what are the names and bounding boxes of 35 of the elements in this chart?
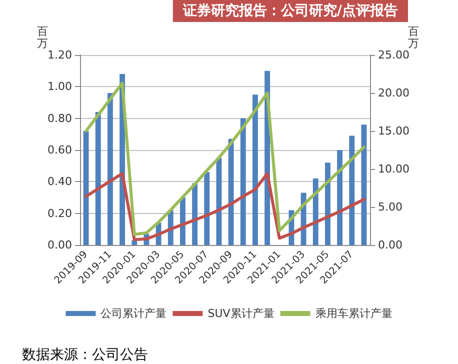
y2-tick-label: 20.00 xyxy=(378,86,410,100)
bar xyxy=(228,138,234,245)
bar xyxy=(240,118,246,245)
bar xyxy=(216,158,222,245)
legend-label: SUV累计产量 xyxy=(208,307,274,320)
y2-tick-label: 0.00 xyxy=(378,238,402,252)
bar xyxy=(361,124,367,245)
bar xyxy=(192,183,198,245)
y2-tick-label: 5.00 xyxy=(378,200,402,214)
source-note: 数据来源：公司公告 xyxy=(22,347,148,363)
chart-title: 证券研究报告：公司研究/点评报告 xyxy=(182,2,398,19)
bar xyxy=(83,131,89,245)
bar xyxy=(95,112,101,245)
y2-tick-label: 25.00 xyxy=(378,48,410,62)
bar xyxy=(324,162,330,245)
y-tick-label: 0.80 xyxy=(48,112,72,125)
y-tick-label: 0.00 xyxy=(48,238,72,252)
y2-tick-label: 10.00 xyxy=(378,162,410,176)
bar xyxy=(337,150,343,245)
legend-label: 乘用车累计产量 xyxy=(315,307,392,320)
y-axis-title: 百万 xyxy=(37,25,48,50)
y-tick-label: 0.40 xyxy=(48,175,72,188)
y-tick-label: 0.60 xyxy=(48,144,72,156)
line-series xyxy=(84,172,366,242)
y2-tick-label: 15.00 xyxy=(378,124,410,138)
bar xyxy=(204,172,210,245)
line-series xyxy=(84,82,366,236)
y-tick-label: 0.20 xyxy=(48,206,72,220)
bar xyxy=(349,136,355,245)
bar xyxy=(107,93,113,245)
y2-axis-title: 百万 xyxy=(408,25,419,50)
bar xyxy=(252,94,258,245)
legend-label: 公司累计产量 xyxy=(100,307,167,320)
y-tick-label: 1.00 xyxy=(48,80,72,94)
y-tick-label: 1.20 xyxy=(48,48,72,62)
